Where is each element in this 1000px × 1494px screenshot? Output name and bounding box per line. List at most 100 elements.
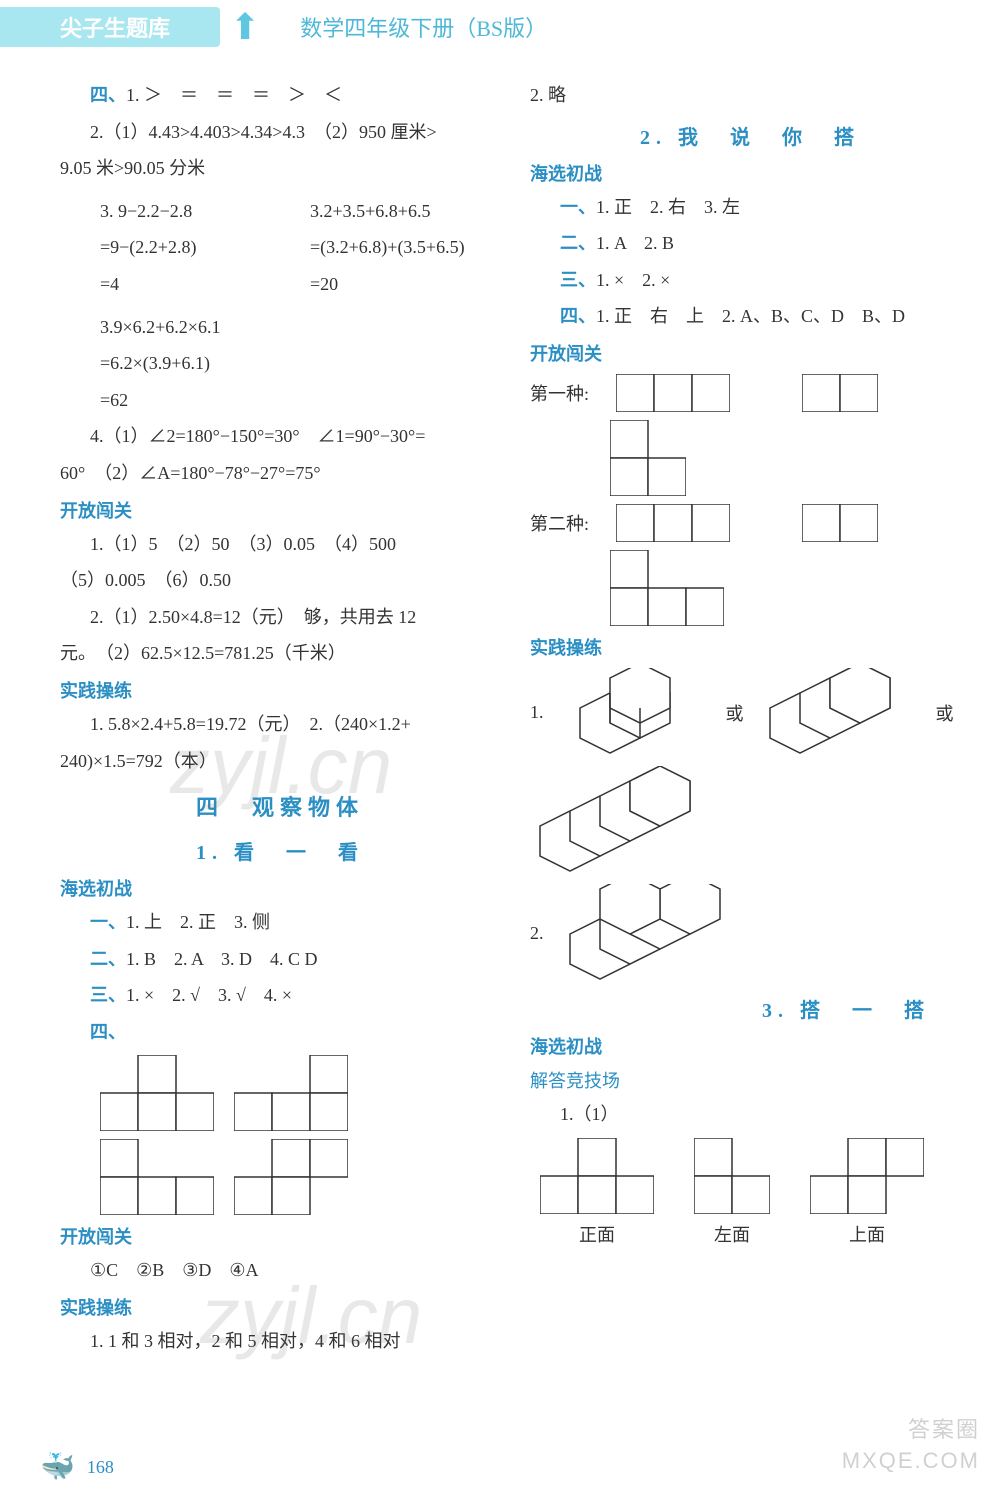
shape-s: [100, 1139, 214, 1215]
text: =20: [310, 269, 480, 300]
iso-shape-3: [530, 766, 730, 876]
section-开放闯关: 开放闯关: [60, 497, 500, 523]
text: 2. 略: [530, 80, 970, 111]
iso-row-2: 2.: [530, 884, 970, 984]
iso-shape-2: [760, 668, 920, 758]
label: 四、: [90, 1022, 126, 1042]
q-num-2: 2.: [530, 923, 544, 944]
iso-shape-4: [560, 884, 780, 984]
sub-title-3: 3. 搭 一 搭: [530, 994, 970, 1023]
label: 二、: [90, 949, 126, 969]
section-解答竞技场: 解答竞技场: [530, 1067, 970, 1093]
text: 1. B 2. A 3. D 4. C D: [126, 949, 318, 969]
text: 60° （2）∠A=180°−78°−27°=75°: [60, 458, 500, 489]
section-海选初战: 海选初战: [60, 875, 500, 901]
section-实践操练-2: 实践操练: [60, 1294, 500, 1320]
watermark-corner-2: MXQE.COM: [842, 1448, 980, 1474]
text: 9.05 米>90.05 分米: [60, 153, 500, 184]
arrow-icon: ⬆: [230, 6, 260, 48]
label: 三、: [560, 270, 596, 290]
text: =6.2×(3.9+6.1): [100, 348, 500, 379]
text: 3. 9−2.2−2.8: [100, 196, 270, 227]
shape-row3b: [616, 504, 730, 542]
text: （5）0.005 （6）0.50: [60, 565, 500, 596]
whale-icon: 🐳: [40, 1450, 75, 1484]
face-row: 正面 左面 上面: [540, 1138, 970, 1257]
label-kind1: 第一种:: [530, 380, 600, 406]
shape-row-2: [100, 1139, 500, 1215]
shape-Lb: [610, 550, 724, 626]
shape-row2: [802, 374, 878, 412]
text: 1. 1 和 3 相对，2 和 5 相对，4 和 6 相对: [60, 1326, 500, 1357]
q-num-1: 1.: [530, 702, 544, 723]
label-front: 正面: [540, 1220, 654, 1251]
text: 4.（1）∠2=180°−150°=30° ∠1=90°−30°=: [60, 421, 500, 452]
label: 四、: [560, 306, 596, 326]
iso-row-1b: [530, 766, 970, 876]
face-top-shape: [810, 1138, 924, 1214]
text: 1.（1）5 （2）50 （3）0.05 （4）500: [60, 529, 500, 560]
text: 2.（1）4.43>4.403>4.34>4.3 （2）950 厘米>: [60, 117, 500, 148]
section-实践操练-r: 实践操练: [530, 634, 970, 660]
text: 240)×1.5=792（本）: [60, 746, 500, 777]
label: 二、: [560, 233, 596, 253]
text: 1. × 2. ×: [596, 270, 670, 290]
shape-l: [234, 1055, 348, 1131]
shape-row-1: [100, 1055, 500, 1131]
iso-shape-1: [560, 668, 710, 758]
section-开放闯关-r: 开放闯关: [530, 340, 970, 366]
sub-title-2: 2. 我 说 你 搭: [530, 121, 970, 150]
label-left: 左面: [694, 1220, 770, 1251]
text: 1. × 2. √ 3. √ 4. ×: [126, 985, 292, 1005]
text: 元。 （2）62.5×12.5=781.25（千米）: [60, 638, 500, 669]
row-kind1-bottom: [610, 420, 970, 496]
left-column: 四、1. ＞ ＝ ＝ ＝ ＞ ＜ 2.（1）4.43>4.403>4.34>4.…: [60, 74, 500, 1363]
right-column: 2. 略 2. 我 说 你 搭 海选初战 一、1. 正 2. 右 3. 左 二、…: [530, 74, 970, 1363]
text: ①C ②B ③D ④A: [60, 1255, 500, 1286]
text: 1. 上 2. 正 3. 侧: [126, 912, 270, 932]
label: 一、: [90, 912, 126, 932]
label: 三、: [90, 985, 126, 1005]
text: 1. 5.8×2.4+5.8=19.72（元） 2.（240×1.2+: [60, 709, 500, 740]
shape-t: [100, 1055, 214, 1131]
label-top: 上面: [810, 1220, 924, 1251]
section-海选初战-r: 海选初战: [530, 160, 970, 186]
text: =9−(2.2+2.8): [100, 232, 270, 263]
section-四: 四、: [90, 85, 126, 105]
iso-row-1: 1. 或 或: [530, 668, 970, 758]
row-kind1-top: 第一种:: [530, 374, 970, 412]
section-海选初战-r2: 海选初战: [530, 1033, 970, 1059]
shape-L2: [610, 420, 686, 496]
text: 3.9×6.2+6.2×6.1: [100, 312, 500, 343]
text: =4: [100, 269, 270, 300]
text: 1. 正 2. 右 3. 左: [596, 197, 740, 217]
section-开放闯关-2: 开放闯关: [60, 1223, 500, 1249]
text: =(3.2+6.8)+(3.5+6.5): [310, 232, 480, 263]
header-title: 数学四年级下册（BS版）: [300, 11, 547, 43]
or-label: 或: [726, 700, 744, 726]
text: 2.（1）2.50×4.8=12（元） 够，共用去 12: [60, 602, 500, 633]
text: 1. A 2. B: [596, 233, 674, 253]
unit-title: 四 观察物体: [60, 790, 500, 822]
text: =62: [100, 385, 500, 416]
label: 一、: [560, 197, 596, 217]
text: 1.（1）: [530, 1099, 970, 1130]
page-header: 尖子生题库 ⬆ 数学四年级下册（BS版）: [0, 0, 1000, 54]
header-badge: 尖子生题库: [0, 7, 220, 47]
page-footer: 🐳 168: [40, 1450, 114, 1484]
text: 1. 正 右 上 2. A、B、C、D B、D: [596, 306, 905, 326]
watermark-corner-1: 答案圈: [908, 1412, 980, 1444]
shape-z: [234, 1139, 348, 1215]
face-left-shape: [694, 1138, 770, 1214]
label-kind2: 第二种:: [530, 510, 600, 536]
shape-row2b: [802, 504, 878, 542]
text: 1. ＞ ＝ ＝ ＝ ＞ ＜: [126, 85, 342, 105]
or-label-2: 或: [936, 700, 954, 726]
sub-title-1: 1. 看 一 看: [60, 836, 500, 865]
section-实践操练: 实践操练: [60, 677, 500, 703]
row-kind2-bottom: [610, 550, 970, 626]
face-front-shape: [540, 1138, 654, 1214]
content-area: 四、1. ＞ ＝ ＝ ＝ ＞ ＜ 2.（1）4.43>4.403>4.34>4.…: [0, 54, 1000, 1373]
row-kind2-top: 第二种:: [530, 504, 970, 542]
shape-row3: [616, 374, 730, 412]
